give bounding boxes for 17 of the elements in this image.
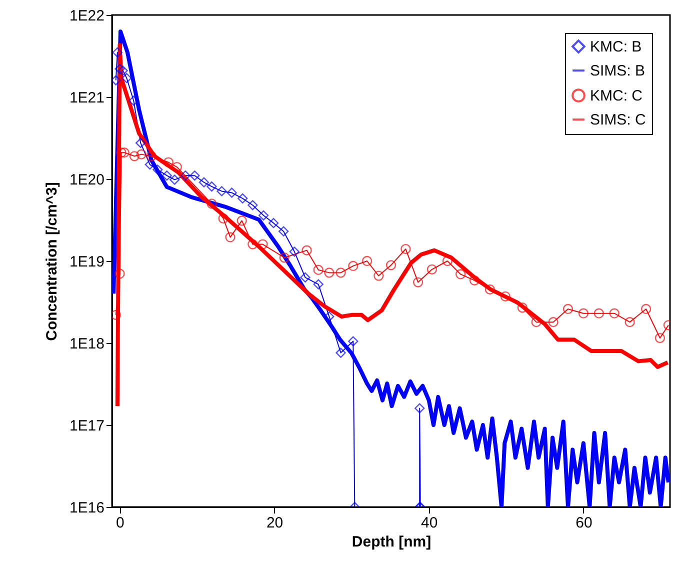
x-tick-label: 60: [576, 514, 592, 532]
y-tick-label: 1E18: [69, 336, 104, 352]
x-tick-label: 40: [421, 514, 438, 532]
y-tick-label: 1E20: [69, 172, 104, 188]
legend-label: SIMS: C: [590, 112, 646, 128]
legend-label: SIMS: B: [590, 62, 646, 80]
y-tick-label: 1E21: [69, 90, 104, 106]
y-tick-label: 1E19: [69, 254, 104, 270]
legend-label: KMC: C: [590, 88, 643, 104]
legend-label: KMC: B: [590, 38, 642, 56]
y-tick-label: 1E17: [69, 418, 104, 434]
y-tick-label: 1E22: [69, 8, 104, 24]
x-tick-label: 20: [266, 514, 284, 532]
y-axis-title: Concentration [/cm^3]: [43, 182, 60, 341]
x-tick-label: 0: [116, 514, 124, 532]
y-tick-label: 1E16: [69, 500, 104, 516]
x-axis-title: Depth [nm]: [352, 534, 432, 550]
